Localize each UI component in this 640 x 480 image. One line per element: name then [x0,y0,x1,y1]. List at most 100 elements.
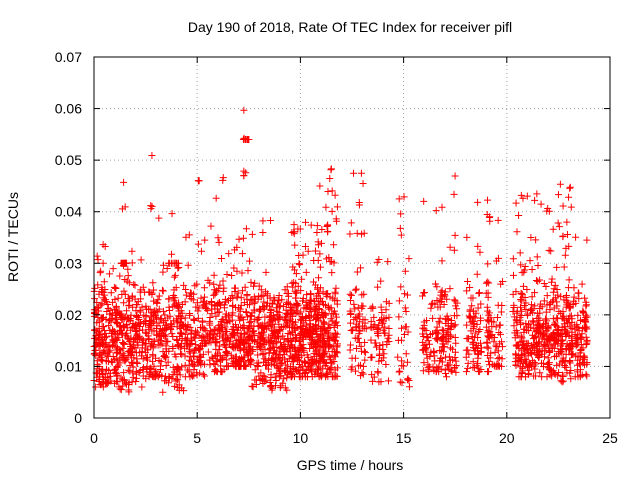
data-point [276,302,284,310]
data-point [493,314,501,322]
data-point [306,344,314,352]
data-point [280,346,288,354]
y-tick-labels: 0 0.01 0.02 0.03 0.04 0.05 0.06 0.07 [55,49,82,426]
data-point [92,383,100,391]
data-point [558,340,566,348]
data-point [173,335,181,343]
data-point [131,295,139,303]
data-point [220,304,228,312]
data-point [284,310,292,318]
data-point [512,199,520,207]
data-point [169,332,177,340]
data-point [543,292,551,300]
data-point [243,308,251,316]
data-point [328,187,336,195]
data-point [531,365,539,373]
data-point [546,306,554,314]
data-point [528,293,536,301]
data-point [315,274,323,282]
data-point [244,136,252,144]
data-point [170,297,178,305]
data-point [106,369,114,377]
data-point [133,312,141,320]
data-point [252,376,260,384]
data-point [246,319,254,327]
data-point [496,330,504,338]
data-point [424,363,432,371]
data-point [237,334,245,342]
data-point [107,315,115,323]
data-point [129,341,137,349]
y-tick-label: 0 [74,410,82,426]
data-point [398,324,406,332]
data-point [360,229,368,237]
data-point [547,247,555,255]
data-point [299,251,307,259]
data-point [254,338,262,346]
data-point [560,315,568,323]
data-point [442,373,450,381]
data-point [148,340,156,348]
data-point [403,358,411,366]
data-point [581,325,589,333]
data-point [201,293,209,301]
data-point [117,346,125,354]
data-point [240,106,248,114]
data-point [306,317,314,325]
data-point [91,284,99,292]
data-point [316,263,324,271]
data-point [288,279,296,287]
data-point [223,318,231,326]
data-point [583,372,591,380]
data-point [433,296,441,304]
data-point [522,356,530,364]
data-point [155,319,163,327]
data-point [442,320,450,328]
data-point [524,310,532,318]
data-point [130,281,138,289]
data-point [245,332,253,340]
data-point [542,308,550,316]
data-point [159,326,167,334]
data-point [582,341,590,348]
data-point [234,289,242,297]
y-tick-label: 0.02 [55,307,82,323]
data-point [490,338,498,346]
data-point [401,323,409,331]
data-point [275,320,283,328]
data-point [510,271,518,279]
data-point [534,352,542,360]
data-point [471,314,479,322]
data-point [174,365,182,373]
data-point [554,315,562,323]
data-point [355,312,363,320]
data-point [325,305,333,313]
data-point [333,342,341,350]
y-tick-label: 0.04 [55,204,82,220]
data-point [545,336,553,344]
data-point [259,350,267,358]
data-point [152,354,160,362]
data-point [467,294,475,302]
data-point [420,359,428,367]
data-point [117,327,125,335]
data-point [382,306,390,314]
data-point [174,264,182,272]
data-point [553,352,561,360]
data-point [558,346,566,354]
data-point [295,337,303,345]
data-point [292,306,300,314]
data-point [431,357,439,365]
data-point [159,348,167,356]
data-point [169,344,177,352]
data-point [322,348,330,356]
data-point [463,334,471,342]
data-point [223,270,231,278]
data-point [294,348,302,356]
data-point [240,322,248,330]
data-point [290,221,298,229]
data-point [260,340,268,348]
data-point [94,256,102,264]
data-point [306,305,314,313]
